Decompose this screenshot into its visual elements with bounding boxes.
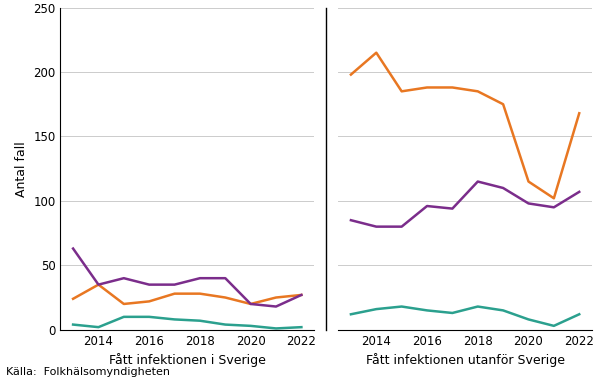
X-axis label: Fått infektionen utanför Sverige: Fått infektionen utanför Sverige bbox=[365, 353, 565, 367]
Text: Källa:  Folkhälsomyndigheten: Källa: Folkhälsomyndigheten bbox=[6, 367, 170, 377]
X-axis label: Fått infektionen i Sverige: Fått infektionen i Sverige bbox=[109, 353, 266, 367]
Y-axis label: Antal fall: Antal fall bbox=[14, 141, 28, 197]
